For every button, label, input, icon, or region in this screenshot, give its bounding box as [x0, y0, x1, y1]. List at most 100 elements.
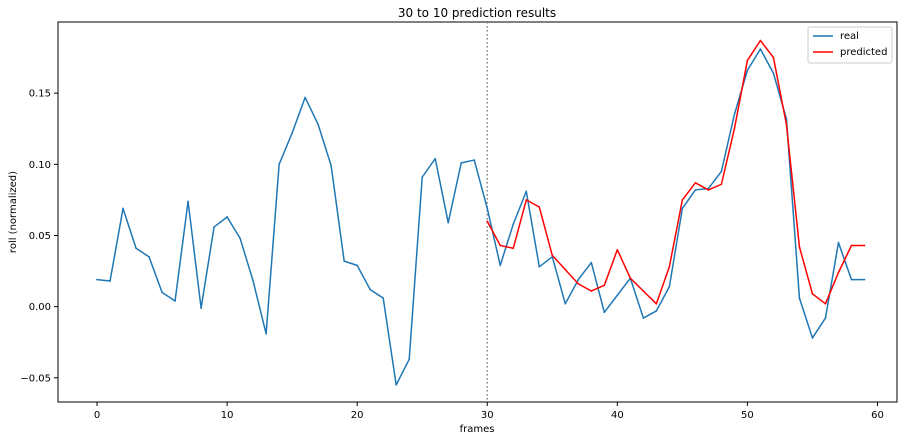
- data-point-real: [473, 159, 476, 161]
- y-tick-label: 0.10: [29, 160, 51, 171]
- data-point-predicted: [759, 39, 762, 42]
- plot-area-frame: [57, 21, 898, 403]
- data-point-real: [434, 157, 437, 160]
- data-point-real: [512, 223, 515, 225]
- data-point-real: [109, 280, 111, 282]
- data-point-predicted: [694, 182, 697, 184]
- data-point-real: [837, 241, 840, 244]
- data-point-real: [239, 237, 241, 240]
- data-point-predicted: [590, 290, 593, 292]
- data-point-real: [746, 69, 749, 72]
- data-point-predicted: [811, 293, 814, 295]
- data-point-real: [811, 337, 814, 339]
- data-point-real: [486, 207, 489, 210]
- data-point-predicted: [525, 199, 528, 201]
- data-point-real: [395, 384, 398, 386]
- data-point-real: [460, 162, 463, 164]
- y-tick-label: 0.15: [29, 89, 51, 100]
- data-point-predicted: [772, 56, 775, 59]
- data-point-real: [616, 294, 619, 297]
- data-point-real: [850, 278, 853, 281]
- data-point-real: [265, 332, 267, 335]
- x-axis-label: frames: [460, 424, 495, 435]
- data-point-real: [772, 72, 775, 75]
- data-point-real: [304, 96, 306, 99]
- x-tick-label: 10: [221, 410, 234, 421]
- data-point-predicted: [655, 303, 658, 305]
- data-point-real: [603, 311, 606, 314]
- data-point-real: [642, 317, 645, 319]
- data-point-real: [96, 278, 98, 281]
- data-point-real: [356, 264, 358, 267]
- data-point-predicted: [720, 183, 723, 186]
- plot-layer: [96, 22, 866, 402]
- data-point-real: [863, 278, 866, 281]
- data-point-real: [317, 123, 319, 126]
- data-point-real: [447, 221, 450, 224]
- data-point-predicted: [850, 244, 853, 247]
- y-axis-label: roll (normalized): [8, 171, 19, 253]
- x-axis-ticks: 0 10 20 30 40 50 60: [94, 402, 884, 421]
- data-point-real: [681, 207, 684, 210]
- data-point-real: [499, 264, 502, 267]
- series-line-predicted: [486, 39, 865, 305]
- data-point-real: [538, 265, 541, 268]
- x-tick-label: 20: [351, 410, 364, 421]
- data-point-real: [200, 307, 202, 309]
- data-point-real: [135, 247, 137, 250]
- data-point-predicted: [564, 268, 567, 271]
- data-point-real: [408, 358, 411, 361]
- data-point-predicted: [733, 127, 736, 130]
- x-tick-label: 40: [611, 410, 624, 421]
- data-point-predicted: [746, 59, 749, 62]
- data-point-real: [369, 288, 371, 291]
- data-point-real: [759, 48, 762, 50]
- data-point-real: [798, 297, 801, 299]
- data-point-real: [720, 170, 723, 173]
- data-point-predicted: [499, 244, 502, 247]
- y-tick-label: 0.00: [29, 302, 51, 313]
- y-axis-ticks: −0.05 0.00 0.05 0.10 0.15: [20, 89, 58, 384]
- chart-title: 30 to 10 prediction results: [398, 6, 556, 20]
- data-point-predicted: [642, 290, 645, 292]
- data-point-predicted: [707, 189, 710, 191]
- series-line-real: [96, 48, 865, 386]
- data-point-real: [148, 256, 150, 258]
- data-point-predicted: [681, 199, 684, 201]
- x-tick-label: 50: [741, 410, 754, 421]
- legend: real predicted: [807, 26, 893, 64]
- data-point-predicted: [577, 283, 580, 285]
- data-point-real: [213, 226, 215, 228]
- data-point-predicted: [616, 248, 619, 251]
- data-point-real: [577, 278, 580, 281]
- data-point-predicted: [863, 244, 866, 247]
- data-point-predicted: [668, 265, 671, 268]
- data-point-real: [252, 280, 254, 282]
- data-point-predicted: [629, 277, 632, 279]
- data-point-real: [278, 163, 280, 166]
- data-point-real: [733, 113, 736, 116]
- y-tick-label: −0.05: [20, 373, 51, 384]
- data-point-predicted: [798, 246, 801, 248]
- data-point-predicted: [785, 123, 788, 126]
- data-point-real: [824, 317, 827, 319]
- x-tick-label: 60: [871, 410, 884, 421]
- data-point-real: [226, 216, 228, 218]
- data-point-predicted: [486, 220, 489, 223]
- data-point-real: [122, 207, 124, 210]
- data-point-real: [174, 300, 176, 302]
- data-point-predicted: [837, 271, 840, 274]
- y-tick-label: 0.05: [29, 231, 51, 242]
- data-point-predicted: [603, 284, 606, 287]
- data-point-real: [330, 164, 332, 167]
- data-point-real: [382, 297, 384, 299]
- data-point-real: [694, 189, 697, 191]
- x-tick-label: 30: [481, 410, 494, 421]
- data-point-real: [590, 261, 593, 264]
- data-point-real: [161, 291, 163, 294]
- legend-label-predicted: predicted: [840, 47, 887, 58]
- data-point-real: [421, 176, 424, 178]
- data-point-predicted: [551, 254, 554, 257]
- data-point-real: [187, 200, 189, 203]
